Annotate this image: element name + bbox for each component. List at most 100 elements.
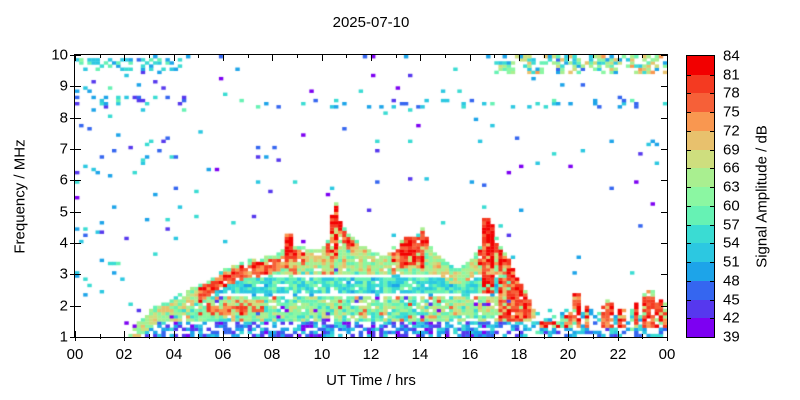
- colorbar-tick-label: 39: [723, 328, 740, 346]
- heatmap-canvas: [75, 55, 667, 337]
- axis-tick: [70, 180, 75, 181]
- axis-tick: [75, 212, 81, 213]
- axis-tick: [710, 187, 714, 188]
- axis-tick: [371, 55, 372, 61]
- axis-tick: [687, 187, 691, 188]
- x-tick-label: 16: [461, 346, 479, 363]
- axis-tick: [661, 243, 667, 244]
- axis-tick: [248, 337, 249, 339]
- colorbar-tick-label: 45: [723, 291, 740, 309]
- axis-tick: [661, 274, 667, 275]
- colorbar-tick-label: 72: [723, 122, 740, 140]
- colorbar-tick-label: 69: [723, 141, 740, 159]
- colorbar-tick-label: 51: [723, 253, 740, 271]
- axis-tick: [198, 337, 199, 339]
- axis-tick: [174, 337, 175, 341]
- axis-tick: [149, 55, 150, 58]
- axis-tick: [618, 331, 619, 337]
- axis-tick: [322, 337, 323, 341]
- axis-tick: [445, 55, 446, 58]
- colorbar-tick-label: 48: [723, 272, 740, 290]
- colorbar-block: [687, 130, 714, 150]
- axis-tick: [272, 337, 273, 341]
- axis-tick: [75, 55, 81, 56]
- colorbar-block: [687, 149, 714, 169]
- x-tick-label: 00: [66, 346, 84, 363]
- y-tick-label: 5: [59, 203, 68, 221]
- x-tick-label: 08: [263, 346, 281, 363]
- colorbar-block: [687, 224, 714, 244]
- axis-tick: [661, 212, 667, 213]
- y-tick-label: 9: [59, 77, 68, 95]
- axis-tick: [70, 118, 75, 119]
- axis-tick: [346, 337, 347, 339]
- axis-tick: [687, 131, 691, 132]
- axis-tick: [687, 75, 691, 76]
- axis-tick: [568, 331, 569, 337]
- axis-tick: [710, 243, 714, 244]
- axis-tick: [661, 180, 667, 181]
- axis-tick: [198, 55, 199, 58]
- colorbar-block: [687, 93, 714, 113]
- colorbar-block: [687, 205, 714, 225]
- axis-tick: [544, 337, 545, 339]
- axis-tick: [124, 331, 125, 337]
- x-tick-label: 12: [362, 346, 380, 363]
- axis-tick: [75, 306, 81, 307]
- axis-tick: [710, 300, 714, 301]
- y-axis-title: Frequency / MHz: [11, 139, 29, 254]
- axis-tick: [661, 149, 667, 150]
- axis-tick: [519, 337, 520, 341]
- colorbar-block: [687, 168, 714, 188]
- axis-tick: [75, 337, 76, 341]
- y-tick-label: 10: [51, 46, 68, 64]
- axis-tick: [494, 334, 495, 337]
- axis-tick: [642, 334, 643, 337]
- y-tick-label: 1: [59, 328, 68, 346]
- axis-tick: [687, 281, 691, 282]
- x-tick-label: 02: [115, 346, 133, 363]
- axis-tick: [494, 55, 495, 58]
- axis-tick: [124, 55, 125, 61]
- y-tick-label: 8: [59, 109, 68, 127]
- y-tick-label: 7: [59, 140, 68, 158]
- axis-tick: [70, 149, 75, 150]
- axis-tick: [70, 243, 75, 244]
- axis-tick: [75, 180, 81, 181]
- axis-tick: [322, 55, 323, 61]
- x-tick-label: 10: [313, 346, 331, 363]
- colorbar-block: [687, 187, 714, 206]
- axis-tick: [272, 331, 273, 337]
- axis-tick: [70, 86, 75, 87]
- axis-tick: [618, 337, 619, 341]
- colorbar-block: [687, 318, 714, 338]
- x-tick-label: 22: [609, 346, 627, 363]
- colorbar-tick-label: 81: [723, 66, 740, 84]
- axis-tick: [568, 55, 569, 61]
- colorbar-block: [687, 262, 714, 281]
- axis-tick: [70, 306, 75, 307]
- colorbar: [686, 55, 715, 338]
- axis-tick: [223, 331, 224, 337]
- axis-tick: [70, 212, 75, 213]
- colorbar-block: [687, 56, 714, 75]
- axis-tick: [371, 337, 372, 341]
- x-tick-label: 06: [214, 346, 232, 363]
- axis-tick: [710, 75, 714, 76]
- colorbar-tick-label: 75: [723, 103, 740, 121]
- axis-tick: [593, 334, 594, 337]
- axis-tick: [75, 149, 81, 150]
- axis-tick: [70, 337, 75, 338]
- axis-tick: [445, 334, 446, 337]
- axis-tick: [248, 334, 249, 337]
- x-tick-label: 20: [559, 346, 577, 363]
- axis-tick: [642, 55, 643, 58]
- axis-tick: [100, 334, 101, 337]
- x-tick-label: 14: [411, 346, 429, 363]
- axis-tick: [593, 337, 594, 339]
- axis-tick: [445, 337, 446, 339]
- axis-tick: [75, 243, 81, 244]
- axis-tick: [75, 118, 81, 119]
- axis-tick: [100, 337, 101, 339]
- axis-tick: [687, 318, 691, 319]
